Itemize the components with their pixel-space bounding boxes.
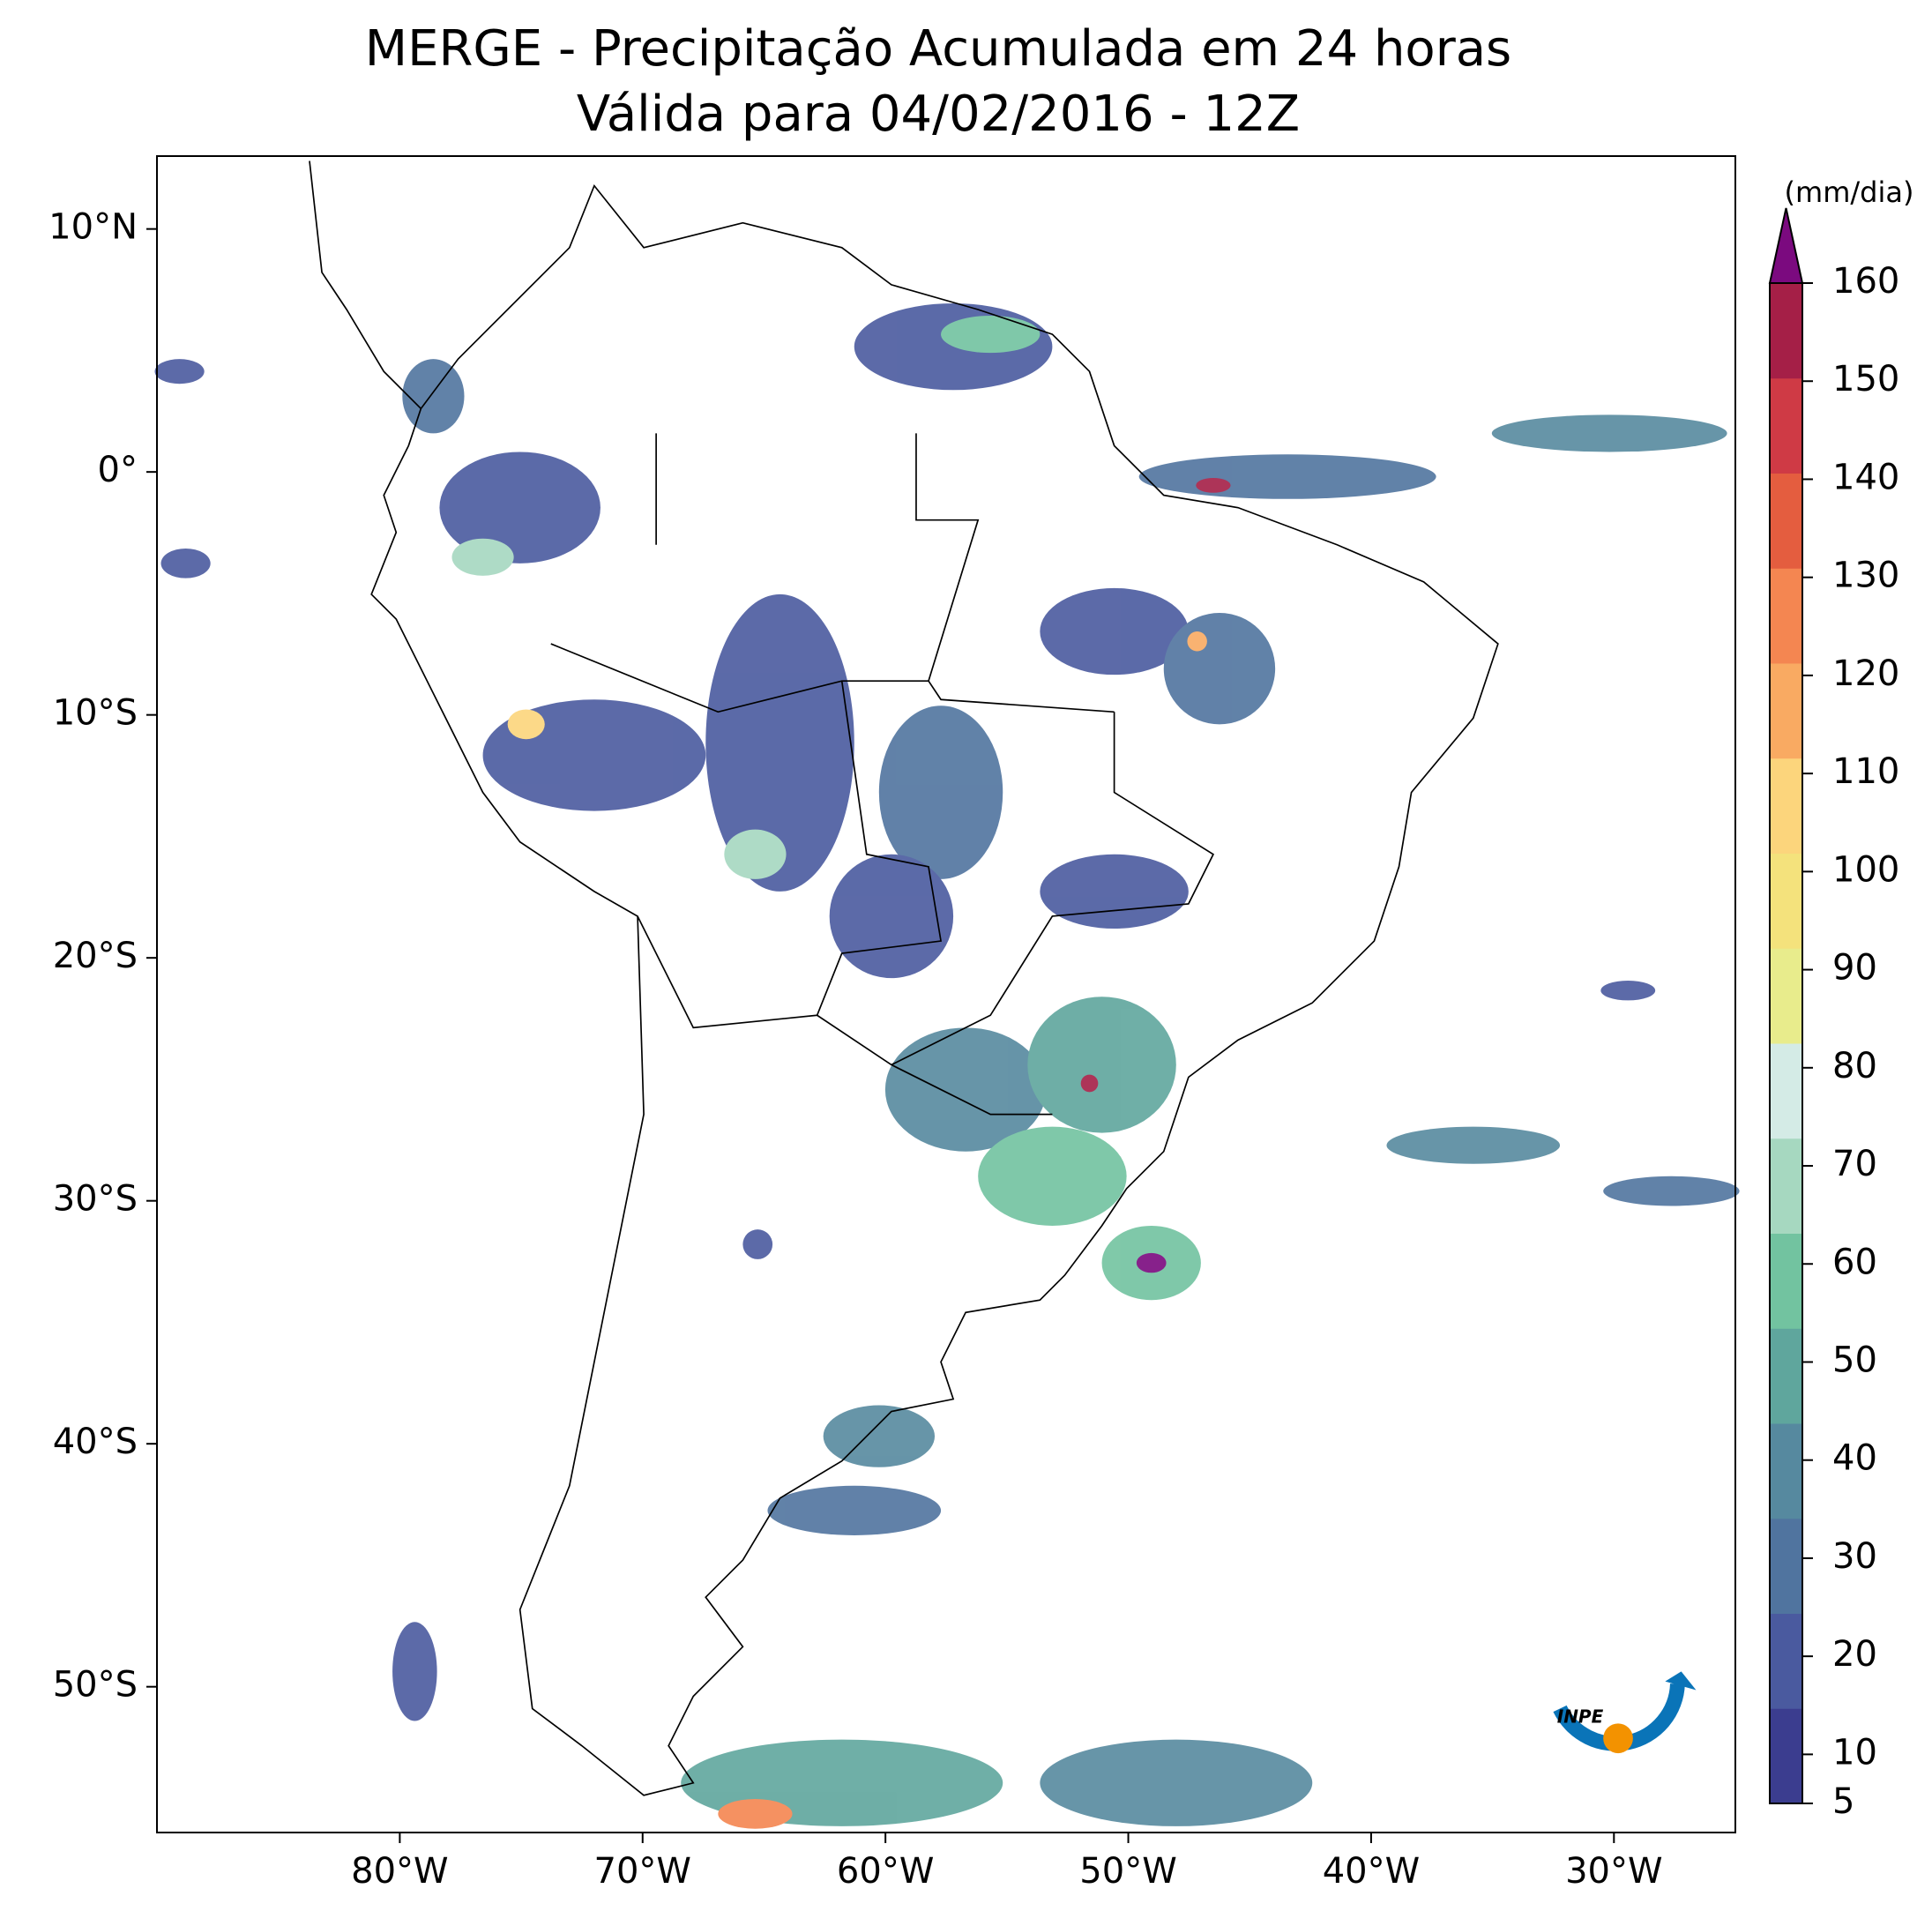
colorbar-tick-label: 120 [1832, 653, 1899, 694]
title: MERGE - Precipitação Acumulada em 24 hor… [365, 20, 1511, 78]
colorbar-band [1770, 1043, 1802, 1139]
colorbar-band [1770, 853, 1802, 949]
x-tick-label: 60°W [837, 1851, 934, 1892]
colorbar-band [1770, 1518, 1802, 1614]
colorbar-band [1770, 568, 1802, 664]
colorbar-tick-label: 30 [1832, 1536, 1877, 1577]
colorbar-tick-label: 70 [1832, 1144, 1877, 1184]
colorbar-tick-label: 50 [1832, 1340, 1877, 1380]
colorbar-band [1770, 758, 1802, 854]
y-tick-label: 10°S [53, 693, 138, 734]
colorbar-label: (mm/dia) [1785, 175, 1914, 209]
colorbar-tick-label: 80 [1832, 1046, 1877, 1086]
colorbar-band [1770, 377, 1802, 474]
colorbar-tick-label: 140 [1832, 457, 1899, 497]
logo-text: INPE [1557, 1706, 1604, 1728]
subtitle: Válida para 04/02/2016 - 12Z [577, 86, 1300, 143]
colorbar-band [1770, 1613, 1802, 1709]
map-layer [154, 160, 1740, 1829]
y-tick-label: 30°S [53, 1179, 138, 1220]
colorbar-band [1770, 1423, 1802, 1519]
colorbar-tick-label: 20 [1832, 1634, 1877, 1675]
precipitation [154, 302, 1740, 1829]
colorbar-tick-label: 60 [1832, 1242, 1877, 1282]
colorbar-extend [1768, 207, 1804, 284]
colorbar-frame [1769, 282, 1803, 1804]
borders [550, 433, 1215, 1116]
colorbar-tick-label: 110 [1832, 751, 1899, 792]
colorbar-band [1770, 473, 1802, 569]
x-tick-label: 50°W [1079, 1851, 1176, 1892]
colorbar-tick-label: 10 [1832, 1732, 1877, 1773]
y-tick-label: 20°S [53, 936, 138, 976]
colorbar-band [1770, 1233, 1802, 1329]
colorbar-tick-label: 40 [1832, 1438, 1877, 1479]
x-tick-label: 70°W [594, 1851, 691, 1892]
y-tick-label: 10°N [48, 207, 138, 248]
colorbar-band [1770, 1138, 1802, 1234]
colorbar-band [1770, 1708, 1802, 1804]
y-tick-label: 50°S [53, 1665, 138, 1706]
x-tick-label: 80°W [351, 1851, 448, 1892]
colorbar-band [1770, 283, 1802, 379]
colorbar-tick-label: 5 [1832, 1781, 1854, 1822]
colorbar-tick-label: 160 [1832, 261, 1899, 302]
y-tick-label: 0° [98, 450, 138, 490]
colorbar-band [1770, 1328, 1802, 1424]
colorbar-tick-label: 90 [1832, 948, 1877, 989]
colorbar-tick-label: 130 [1832, 556, 1899, 596]
colorbar-tick-label: 100 [1832, 849, 1899, 890]
map-frame [156, 155, 1736, 1833]
logo [1553, 1671, 1697, 1754]
colorbar-tick-label: 150 [1832, 359, 1899, 399]
x-tick-label: 30°W [1565, 1851, 1662, 1892]
colorbar-band [1770, 663, 1802, 759]
coastline [309, 160, 1499, 1796]
colorbar-band [1770, 948, 1802, 1044]
x-tick-label: 40°W [1323, 1851, 1420, 1892]
y-tick-label: 40°S [53, 1422, 138, 1462]
